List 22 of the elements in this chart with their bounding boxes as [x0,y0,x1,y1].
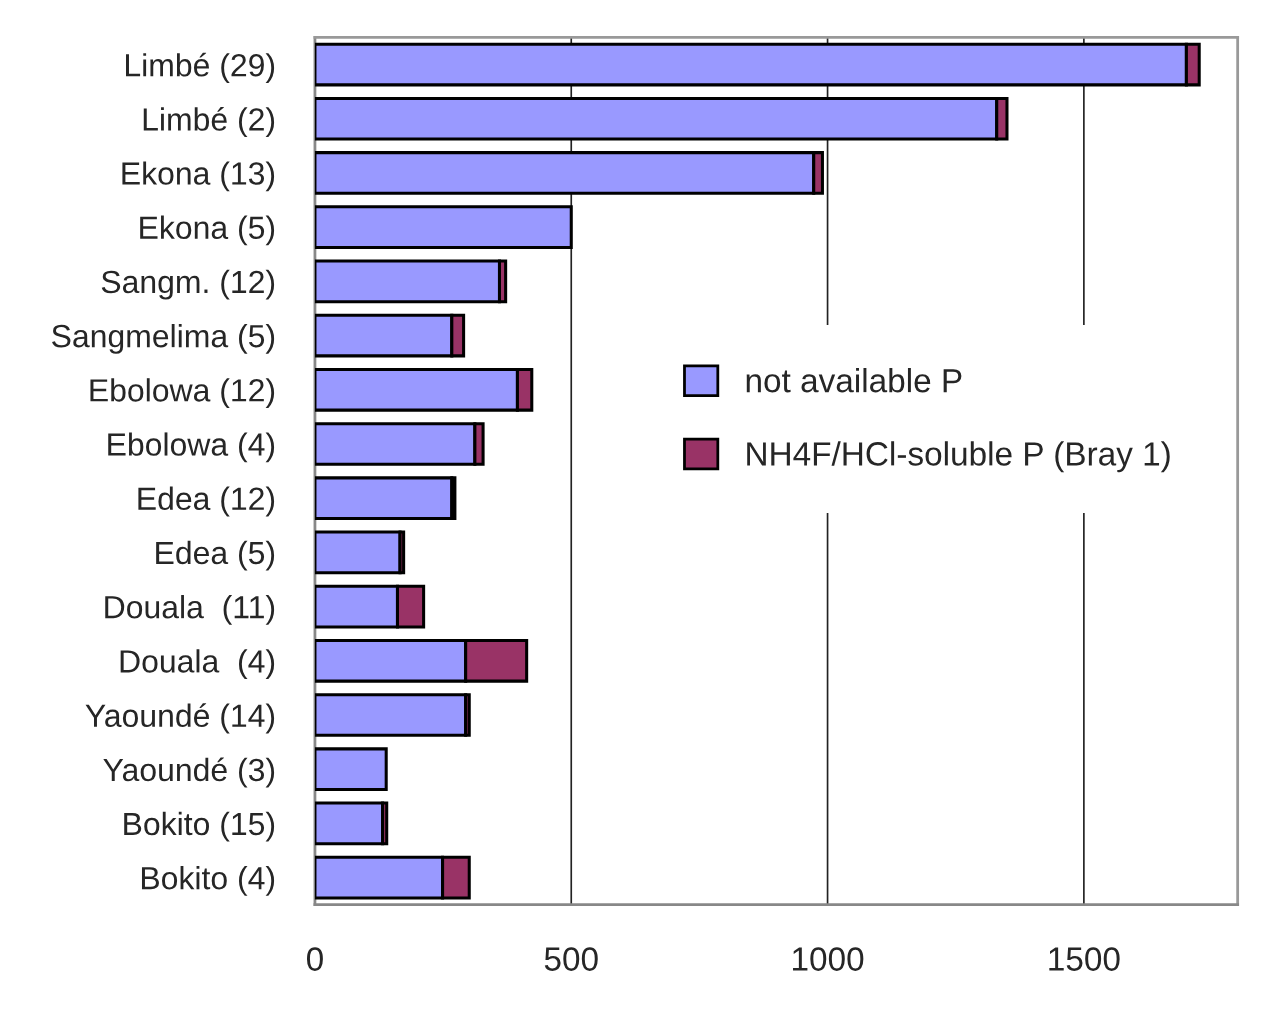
x-tick-label: 1500 [1049,947,1120,971]
y-tick-label: Edea (5) [156,540,275,571]
y-tick-label: Douala (4) [120,649,275,679]
y-tick-label: Ebolowa (4) [108,432,275,463]
x-tick-label: 1000 [793,947,864,971]
y-tick-label: Yaoundé (14) [85,703,275,734]
y-tick-label: Ekona (13) [122,161,275,192]
y-tick-label: Ekona (5) [140,215,275,246]
y-tick-label: Ebolowa (12) [90,378,275,408]
y-tick-label: Limbé (29) [126,52,275,83]
x-tick-label: 0 [306,947,323,971]
y-tick-label: Limbé (2) [143,106,275,138]
legend-label: NH4F/HCl-soluble P (Bray 1) [747,441,1170,473]
y-tick-label: Sangm. (12) [101,269,275,300]
x-tick-label: 500 [544,947,598,971]
y-tick-label: Bokito (4) [141,866,275,896]
y-tick-label: Sangmelima (5) [52,324,275,354]
y-tick-label: Douala (11) [105,595,275,625]
legend-label: not available P [746,367,962,393]
y-tick-label: Bokito (15) [124,811,275,842]
y-tick-label: Edea (12) [138,486,275,517]
y-tick-label: Yaoundé (3) [103,757,275,788]
